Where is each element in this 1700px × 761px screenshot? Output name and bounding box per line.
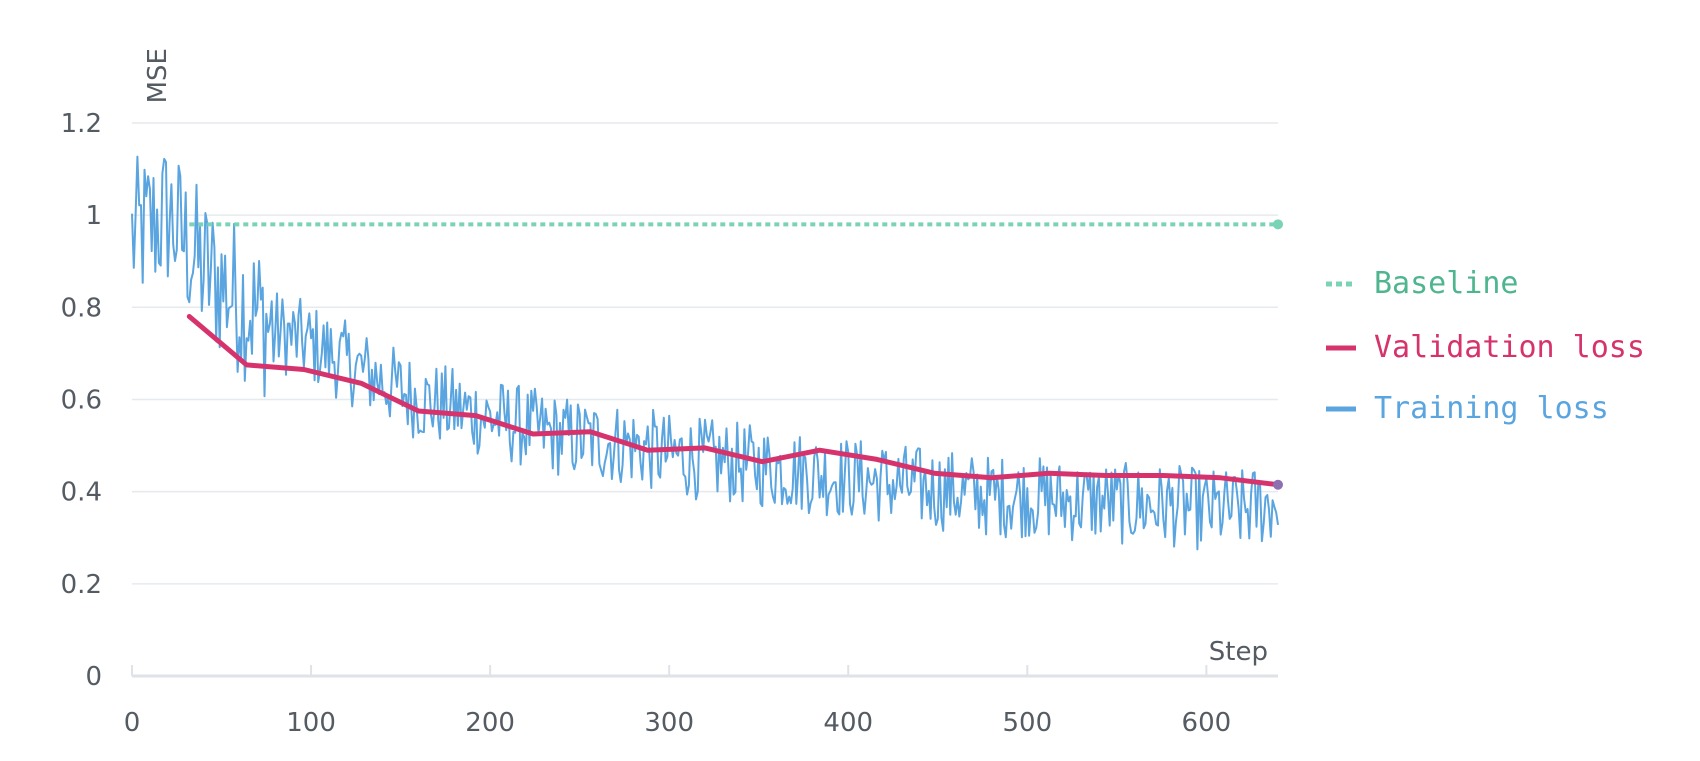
x-tick-label: 0 — [124, 708, 141, 738]
legend-label: Training loss — [1374, 391, 1609, 426]
x-axis: 0 0.2 0.4 0.6 0.8 1 1.2 0 100 200 300 400 500 600 — [61, 109, 1278, 738]
y-tick-label: 1 — [85, 201, 102, 231]
baseline-end-point — [1273, 219, 1283, 230]
validation-loss-line — [186, 314, 1281, 488]
training-loss-line — [131, 155, 1279, 551]
grid-lines — [132, 122, 1278, 585]
legend-label: Validation loss — [1374, 330, 1645, 365]
x-tick-label: 400 — [823, 708, 873, 738]
legend-item-baseline: Baseline — [1326, 266, 1519, 301]
y-tick-label: 0.4 — [61, 478, 102, 508]
y-tick-label: 0.8 — [61, 293, 102, 323]
x-tick-label: 300 — [644, 708, 694, 738]
y-tick-label: 1.2 — [61, 109, 102, 139]
x-tick-label: 100 — [286, 708, 336, 738]
x-axis-title: Step — [1209, 637, 1268, 667]
y-axis-title: MSE — [143, 48, 173, 103]
legend-item-training-loss: Training loss — [1326, 391, 1609, 426]
y-tick-label: 0.2 — [61, 570, 102, 600]
legend: Baseline Validation loss Training loss — [1326, 266, 1645, 426]
validation-loss-end-point — [1273, 479, 1283, 490]
plot-area — [131, 155, 1283, 551]
x-tick-label: 500 — [1002, 708, 1052, 738]
y-tick-label: 0 — [85, 662, 102, 692]
y-tick-label: 0.6 — [61, 385, 102, 415]
x-tick-label: 600 — [1182, 708, 1232, 738]
legend-label: Baseline — [1374, 266, 1519, 301]
x-tick-label: 200 — [465, 708, 515, 738]
legend-item-validation-loss: Validation loss — [1326, 330, 1645, 365]
